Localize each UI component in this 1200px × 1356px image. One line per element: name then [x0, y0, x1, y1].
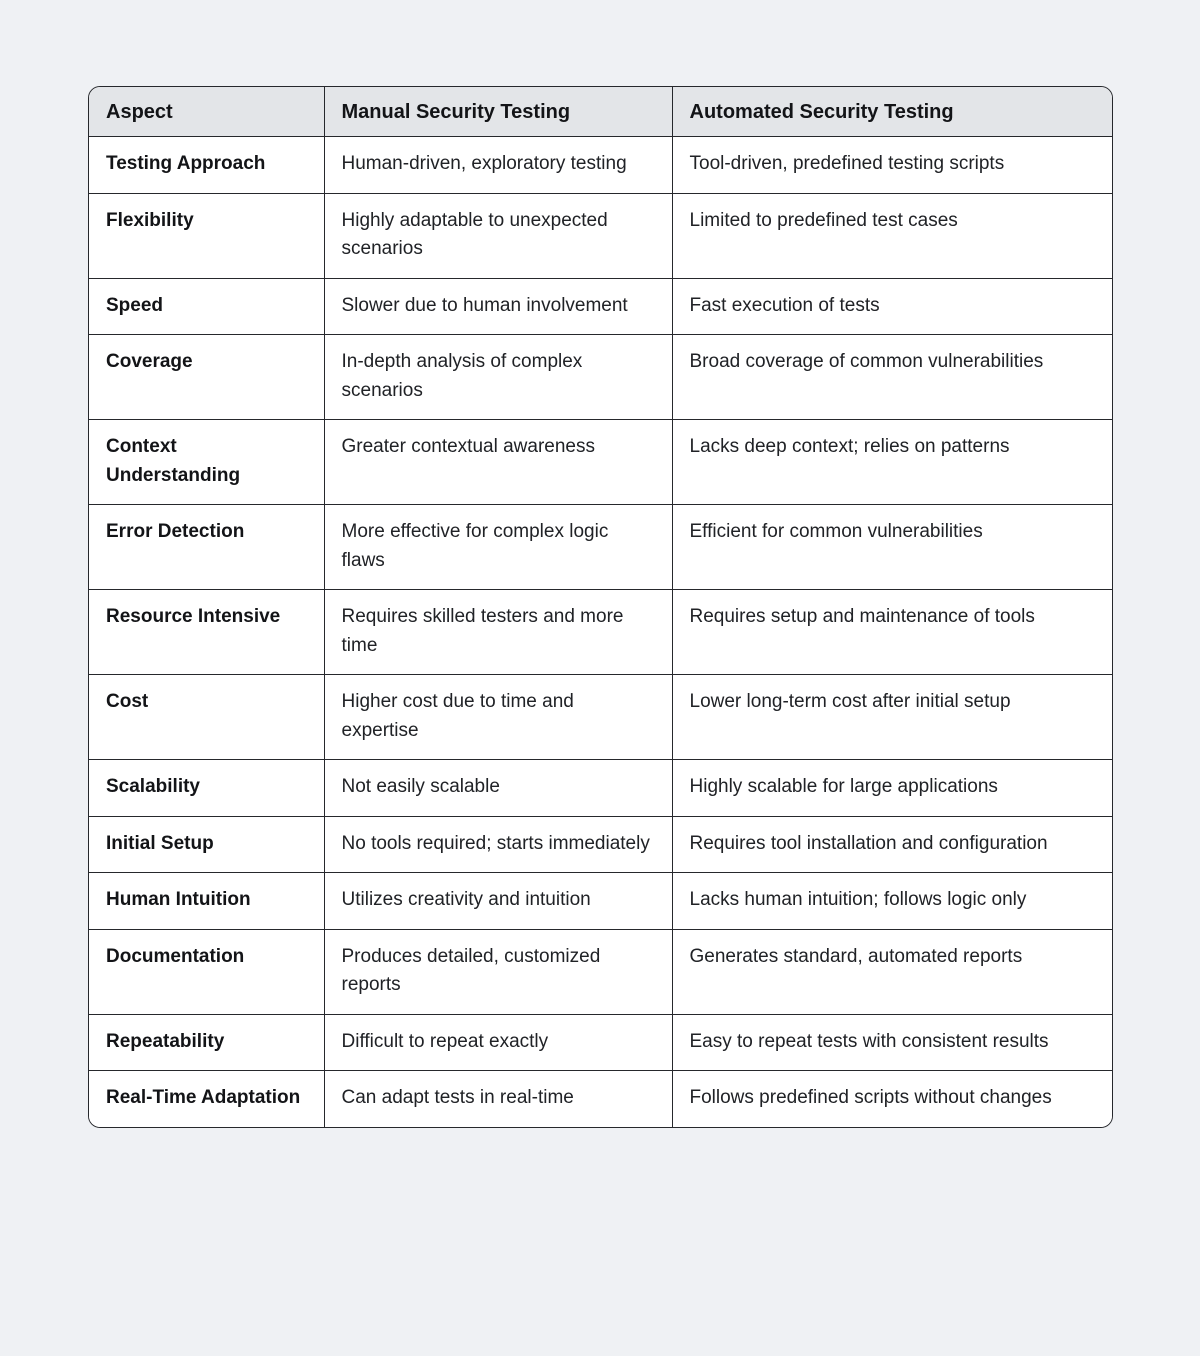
automated-cell: Generates standard, automated reports [672, 929, 1112, 1015]
manual-cell: Higher cost due to time and expertise [324, 674, 673, 760]
aspect-cell: Speed [89, 278, 325, 335]
automated-cell: Requires tool installation and configura… [672, 816, 1112, 873]
table-row: Testing Approach Human-driven, explorato… [89, 136, 1112, 194]
manual-cell: Utilizes creativity and intuition [324, 872, 673, 930]
table-row: Repeatability Difficult to repeat exactl… [89, 1014, 1112, 1071]
aspect-cell: Cost [89, 674, 325, 760]
automated-cell: Follows predefined scripts without chang… [672, 1070, 1112, 1127]
table-row: Scalability Not easily scalable Highly s… [89, 759, 1112, 817]
aspect-cell: Context Understanding [89, 419, 325, 505]
manual-cell: No tools required; starts immediately [324, 816, 673, 873]
security-testing-comparison-table: Aspect Manual Security Testing Automated… [89, 87, 1112, 1127]
aspect-cell: Repeatability [89, 1014, 325, 1071]
aspect-cell: Testing Approach [89, 136, 325, 194]
table-row: Resource Intensive Requires skilled test… [89, 589, 1112, 675]
aspect-cell: Resource Intensive [89, 589, 325, 675]
aspect-cell: Flexibility [89, 193, 325, 279]
table-row: Initial Setup No tools required; starts … [89, 816, 1112, 873]
aspect-cell: Coverage [89, 334, 325, 420]
manual-cell: Greater contextual awareness [324, 419, 673, 505]
manual-cell: Human-driven, exploratory testing [324, 136, 673, 194]
table-row: Human Intuition Utilizes creativity and … [89, 872, 1112, 930]
manual-cell: Can adapt tests in real-time [324, 1070, 673, 1127]
manual-cell: More effective for complex logic flaws [324, 504, 673, 590]
automated-cell: Easy to repeat tests with consistent res… [672, 1014, 1112, 1071]
manual-cell: Not easily scalable [324, 759, 673, 817]
automated-cell: Lacks human intuition; follows logic onl… [672, 872, 1112, 930]
automated-cell: Lower long-term cost after initial setup [672, 674, 1112, 760]
column-header-automated: Automated Security Testing [672, 87, 1112, 137]
table-row: Coverage In-depth analysis of complex sc… [89, 334, 1112, 420]
automated-cell: Tool-driven, predefined testing scripts [672, 136, 1112, 194]
aspect-cell: Error Detection [89, 504, 325, 590]
aspect-cell: Scalability [89, 759, 325, 817]
aspect-cell: Documentation [89, 929, 325, 1015]
table-row: Error Detection More effective for compl… [89, 504, 1112, 590]
column-header-aspect: Aspect [89, 87, 325, 137]
aspect-cell: Human Intuition [89, 872, 325, 930]
table-header: Aspect Manual Security Testing Automated… [89, 87, 1112, 137]
comparison-table: Aspect Manual Security Testing Automated… [88, 86, 1113, 1128]
aspect-cell: Real-Time Adaptation [89, 1070, 325, 1127]
automated-cell: Highly scalable for large applications [672, 759, 1112, 817]
table-row: Real-Time Adaptation Can adapt tests in … [89, 1070, 1112, 1127]
manual-cell: Produces detailed, customized reports [324, 929, 673, 1015]
table-row: Cost Higher cost due to time and experti… [89, 674, 1112, 760]
manual-cell: In-depth analysis of complex scenarios [324, 334, 673, 420]
table-body: Testing Approach Human-driven, explorato… [89, 136, 1112, 1127]
manual-cell: Difficult to repeat exactly [324, 1014, 673, 1071]
automated-cell: Efficient for common vulnerabilities [672, 504, 1112, 590]
manual-cell: Slower due to human involvement [324, 278, 673, 335]
table-row: Flexibility Highly adaptable to unexpect… [89, 193, 1112, 279]
table-row: Context Understanding Greater contextual… [89, 419, 1112, 505]
column-header-manual: Manual Security Testing [324, 87, 673, 137]
automated-cell: Limited to predefined test cases [672, 193, 1112, 279]
aspect-cell: Initial Setup [89, 816, 325, 873]
automated-cell: Fast execution of tests [672, 278, 1112, 335]
automated-cell: Requires setup and maintenance of tools [672, 589, 1112, 675]
automated-cell: Broad coverage of common vulnerabilities [672, 334, 1112, 420]
manual-cell: Highly adaptable to unexpected scenarios [324, 193, 673, 279]
manual-cell: Requires skilled testers and more time [324, 589, 673, 675]
table-row: Speed Slower due to human involvement Fa… [89, 278, 1112, 335]
header-row: Aspect Manual Security Testing Automated… [89, 87, 1112, 137]
automated-cell: Lacks deep context; relies on patterns [672, 419, 1112, 505]
table-row: Documentation Produces detailed, customi… [89, 929, 1112, 1015]
